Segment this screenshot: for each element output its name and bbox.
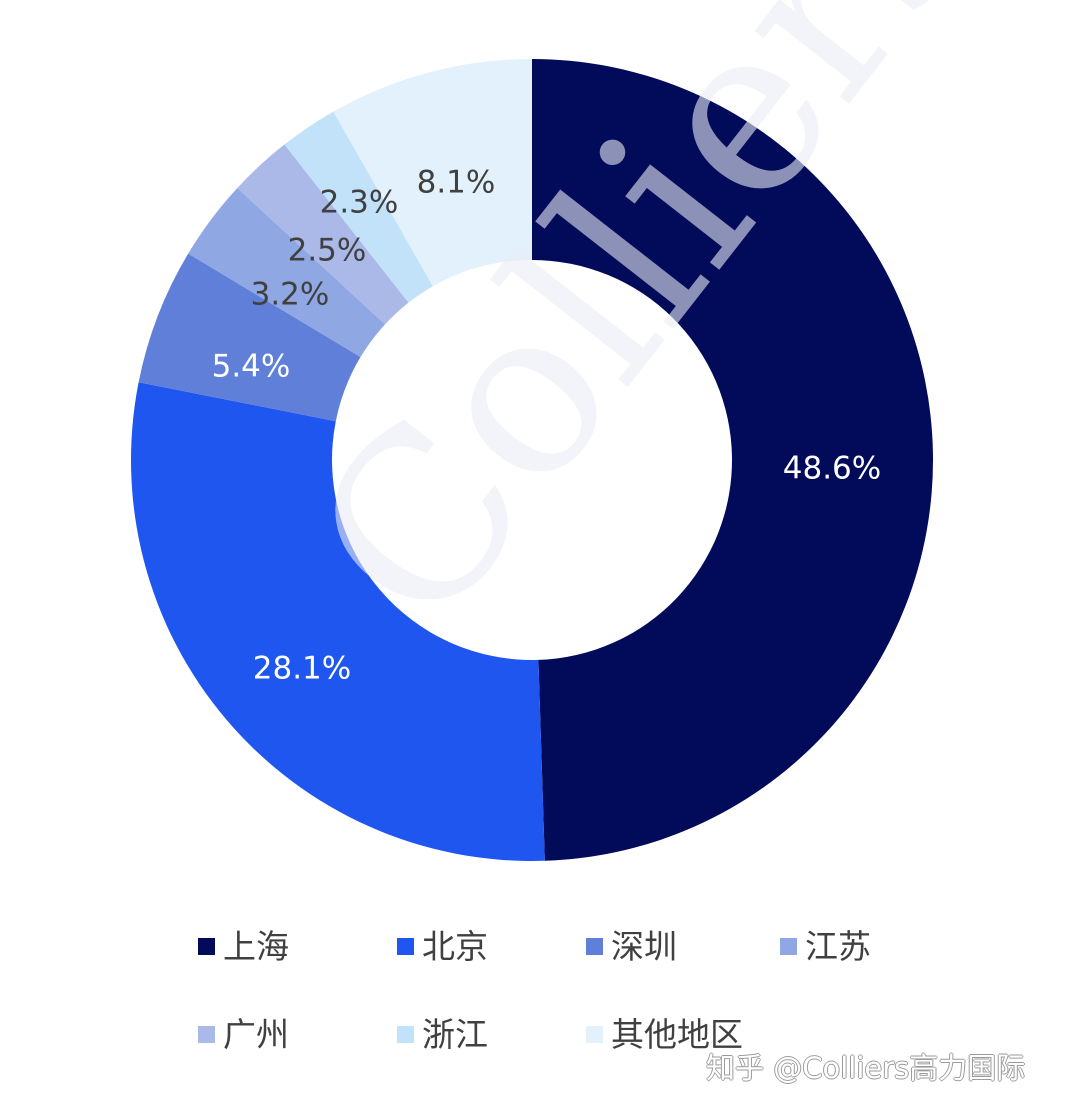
legend-label: 上海 <box>223 927 289 966</box>
legend-label: 浙江 <box>422 1015 488 1054</box>
legend-item-zhejiang[interactable]: 浙江 <box>397 1018 488 1051</box>
donut-segment-3[interactable] <box>188 188 386 358</box>
legend-item-shanghai[interactable]: 上海 <box>198 930 289 963</box>
legend-item-shenzhen[interactable]: 深圳 <box>586 930 677 963</box>
legend-label: 江苏 <box>805 927 871 966</box>
legend-swatch-icon <box>780 938 797 955</box>
donut-segment-1[interactable] <box>131 382 545 861</box>
legend-item-other[interactable]: 其他地区 <box>586 1018 743 1051</box>
segment-value-label: 3.2% <box>251 277 330 313</box>
legend-label: 深圳 <box>611 927 677 966</box>
donut-segment-4[interactable] <box>237 144 409 325</box>
legend-label: 广州 <box>223 1015 289 1054</box>
legend-item-guangzhou[interactable]: 广州 <box>198 1018 289 1051</box>
legend-item-beijing[interactable]: 北京 <box>397 930 488 963</box>
donut-segment-6[interactable] <box>333 59 532 287</box>
donut-chart: Colliers 48.6%28.1%5.4%3.2%2.5%2.3%8.1% <box>131 0 1027 861</box>
segment-value-label: 28.1% <box>253 651 351 687</box>
legend-item-jiangsu[interactable]: 江苏 <box>780 930 871 963</box>
legend-swatch-icon <box>397 938 414 955</box>
segment-value-label: 8.1% <box>417 165 496 201</box>
legend-swatch-icon <box>586 938 603 955</box>
segment-value-label: 2.3% <box>320 185 399 221</box>
segment-value-label: 2.5% <box>288 233 367 269</box>
donut-segment-5[interactable] <box>284 111 433 303</box>
segment-value-label: 5.4% <box>212 349 291 385</box>
segment-value-label: 48.6% <box>783 451 881 487</box>
donut-segment-2[interactable] <box>138 253 361 422</box>
segment-labels: 48.6% 28.1% 5.4% 3.2% 2.5% 2.3% 8.1% <box>212 165 882 687</box>
legend-swatch-icon <box>198 1026 215 1043</box>
legend-label: 其他地区 <box>611 1015 743 1054</box>
donut-segment-0[interactable] <box>532 59 933 861</box>
legend-label: 北京 <box>422 927 488 966</box>
legend-swatch-icon <box>397 1026 414 1043</box>
legend-swatch-icon <box>198 938 215 955</box>
legend-swatch-icon <box>586 1026 603 1043</box>
attribution-watermark: 知乎 @Colliers高力国际 <box>706 1051 1026 1085</box>
donut-segments <box>131 59 933 861</box>
